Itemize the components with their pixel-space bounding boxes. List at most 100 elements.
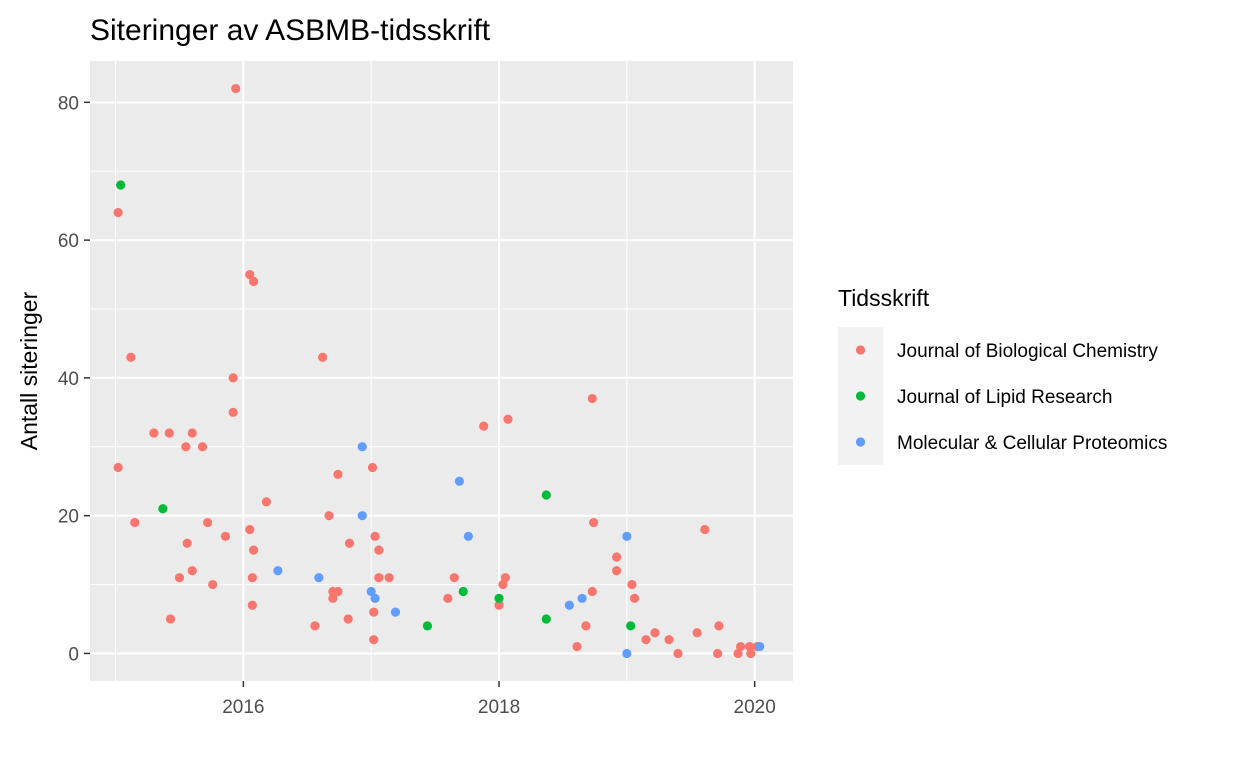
legend-label: Molecular & Cellular Proteomics [897, 433, 1167, 454]
data-point [245, 269, 255, 280]
data-point [164, 428, 174, 438]
legend-marker [855, 391, 866, 401]
data-point [273, 566, 283, 576]
data-point [370, 531, 380, 541]
y-tick-label: 0 [68, 644, 79, 665]
data-point [463, 531, 473, 541]
data-point [479, 421, 489, 431]
data-point [622, 531, 632, 541]
data-point [333, 469, 343, 479]
plot-panel [90, 61, 793, 681]
data-point [369, 635, 379, 645]
legend-label: Journal of Biological Chemistry [897, 341, 1158, 362]
data-point [245, 524, 255, 535]
data-point [181, 442, 191, 452]
legend: Tidsskrift Journal of Biological Chemistr… [838, 285, 1167, 465]
data-point [374, 545, 384, 555]
data-point [735, 641, 746, 652]
data-point [664, 635, 674, 645]
x-tick-label: 2016 [222, 697, 264, 718]
data-point [629, 593, 640, 603]
data-point [587, 586, 597, 597]
y-axis-label: Antall siteringer [16, 291, 42, 450]
data-point [746, 648, 756, 659]
data-point [612, 552, 622, 562]
data-point [149, 428, 159, 438]
data-point [228, 407, 238, 417]
data-point [612, 566, 622, 576]
data-point [494, 600, 504, 610]
data-point [384, 573, 394, 583]
data-point [324, 511, 334, 521]
y-tick-label: 80 [58, 93, 79, 114]
data-point [367, 462, 378, 473]
data-point [126, 352, 136, 362]
data-point [370, 593, 380, 603]
data-point [755, 641, 765, 652]
data-point [369, 607, 379, 617]
legend-marker [855, 437, 866, 447]
data-point [113, 207, 123, 218]
data-point [220, 531, 231, 541]
data-point [208, 579, 218, 590]
data-point [231, 83, 241, 94]
data-point [454, 476, 464, 486]
data-point [541, 614, 551, 624]
data-point [650, 628, 660, 638]
legend-title: Tidsskrift [838, 285, 930, 311]
data-point [714, 621, 724, 631]
data-point [333, 586, 343, 597]
data-point [249, 276, 259, 287]
data-point [314, 573, 324, 583]
data-point [564, 600, 574, 610]
y-tick-label: 20 [58, 507, 79, 528]
data-point [458, 586, 468, 597]
data-point [744, 641, 755, 652]
data-point [247, 573, 257, 583]
data-point [572, 641, 582, 652]
x-tick-label: 2018 [478, 697, 520, 718]
data-point [113, 462, 123, 473]
data-point [357, 511, 367, 521]
x-axis: 2016 2018 2020 [222, 681, 776, 718]
y-tick-label: 40 [58, 369, 79, 390]
data-point [587, 393, 597, 404]
data-point [494, 593, 504, 603]
data-point [328, 593, 338, 603]
data-point [158, 504, 168, 514]
data-point [310, 621, 320, 631]
legend-marker [855, 345, 866, 355]
x-tick-label: 2020 [734, 697, 776, 718]
data-point [500, 573, 511, 583]
data-point [187, 566, 197, 576]
grid-minor [90, 61, 793, 681]
grid-major [90, 61, 793, 681]
data-point [202, 517, 213, 528]
data-point [503, 414, 513, 424]
y-axis: 0 20 40 60 80 [58, 93, 90, 665]
data-point [182, 538, 192, 548]
data-point [318, 352, 328, 362]
data-point [374, 573, 384, 583]
chart-title: Siteringer av ASBMB-tidsskrift [90, 14, 491, 47]
y-tick-label: 60 [58, 231, 79, 252]
data-point [261, 497, 271, 507]
data-point [700, 524, 710, 535]
data-point [247, 600, 257, 610]
data-point [626, 621, 636, 631]
data-point [116, 180, 126, 190]
data-point [673, 648, 683, 659]
data-point [581, 621, 591, 631]
data-point [343, 614, 353, 624]
data-point [249, 545, 259, 555]
data-point [228, 373, 238, 383]
data-point [589, 517, 599, 528]
data-points [113, 83, 765, 659]
data-point [627, 579, 637, 590]
data-point [692, 628, 702, 638]
data-point [422, 621, 433, 631]
data-point [641, 635, 651, 645]
data-point [344, 538, 355, 548]
data-point [165, 614, 176, 624]
